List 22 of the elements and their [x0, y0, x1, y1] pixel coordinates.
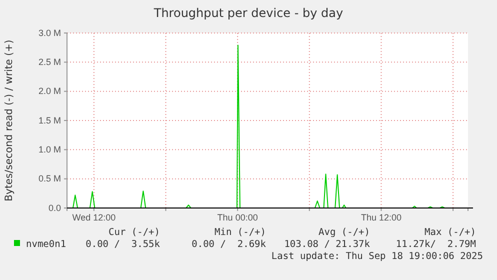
text: 103.08 / 21.37k	[284, 239, 370, 250]
y-tick-label: 1.0 M	[38, 144, 61, 155]
y-tick-label: 0.5 M	[38, 174, 61, 184]
text: 0.00 / 3.55k	[86, 239, 160, 250]
y-tick-label: 2.0 M	[38, 86, 61, 96]
x-tick-label: Wed 12:00	[72, 212, 116, 222]
y-tick-label: 3.0 M	[38, 28, 61, 38]
chart-title: Throughput per device - by day	[152, 6, 344, 20]
y-axis-title: Bytes/second read (-) / write (+)	[4, 40, 15, 202]
text: Last update: Thu Sep 18 19:00:06 2025	[271, 251, 483, 262]
text: Cur (-/+)	[108, 227, 160, 238]
text: Avg (-/+)	[318, 227, 370, 238]
x-tick-label: Thu 12:00	[360, 212, 402, 222]
text: 0.00 / 2.69k	[192, 239, 266, 250]
text: Max (-/+)	[424, 227, 476, 238]
y-tick-label: 2.5 M	[38, 57, 61, 68]
y-tick-label: 1.5 M	[38, 115, 61, 126]
text: 11.27k/ 2.79M	[396, 239, 476, 250]
text: Min (-/+)	[214, 227, 266, 238]
x-tick-label: Thu 00:00	[217, 212, 258, 222]
y-tick-label: 0.0	[48, 202, 61, 213]
legend-label: nvme0n1	[26, 239, 66, 250]
